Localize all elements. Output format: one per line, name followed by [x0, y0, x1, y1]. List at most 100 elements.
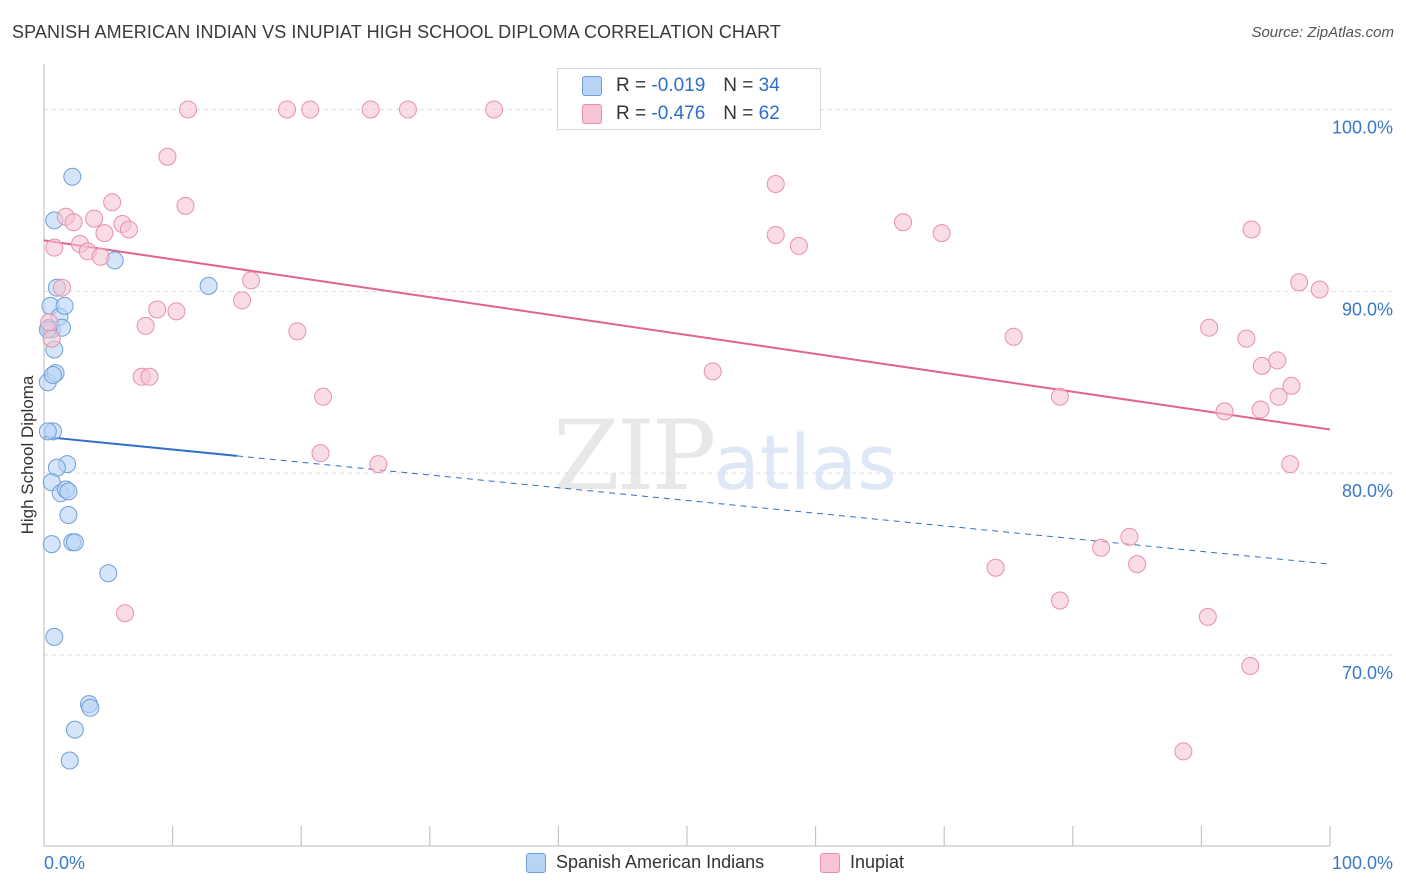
data-point-inupiat: [1050, 591, 1069, 610]
data-point-spanish-american-indians: [199, 276, 218, 295]
data-point-inupiat: [85, 209, 104, 228]
data-point-inupiat: [53, 278, 72, 297]
x-tick-label-right: 100.0%: [1332, 853, 1393, 873]
data-point-spanish-american-indians: [81, 698, 100, 717]
data-point-spanish-american-indians: [99, 564, 118, 583]
legend-item-spanish-american-indians: Spanish American Indians: [526, 852, 764, 873]
y-tick-label: 80.0%: [1342, 481, 1393, 501]
watermark-zip: ZIP: [553, 400, 716, 512]
legend-label: Inupiat: [850, 852, 905, 872]
data-point-inupiat: [1004, 327, 1023, 346]
data-point-inupiat: [233, 291, 252, 310]
stats-legend: R = -0.019 N = 34 R = -0.476 N = 62: [557, 68, 821, 130]
blue-swatch: [526, 852, 546, 873]
tick-labels: 100.0% 90.0% 80.0% 70.0% 0.0% 100.0%: [44, 117, 1393, 873]
data-point-inupiat: [1120, 527, 1139, 546]
data-point-inupiat: [116, 604, 135, 623]
data-point-inupiat: [1310, 280, 1329, 299]
data-point-inupiat: [789, 236, 808, 255]
stats-row-inupiat: R = -0.476 N = 62: [582, 102, 780, 126]
data-point-spanish-american-indians: [44, 365, 63, 384]
data-point-inupiat: [1128, 555, 1147, 574]
y-tick-label: 100.0%: [1332, 117, 1393, 137]
data-point-inupiat: [40, 313, 59, 332]
y-tick-label: 70.0%: [1342, 663, 1393, 683]
data-point-inupiat: [361, 100, 380, 119]
data-point-inupiat: [179, 100, 198, 119]
data-point-inupiat: [1251, 400, 1270, 419]
watermark-atlas: atlas: [713, 418, 897, 507]
blue-swatch: [582, 76, 602, 96]
data-point-inupiat: [288, 322, 307, 341]
data-point-inupiat: [158, 147, 177, 166]
data-point-inupiat: [1252, 356, 1271, 375]
source-label: Source: ZipAtlas.com: [1251, 24, 1394, 41]
legend-item-inupiat: Inupiat: [820, 852, 904, 873]
data-point-inupiat: [1241, 656, 1260, 675]
n-label: N =: [723, 103, 754, 124]
data-point-inupiat: [1268, 351, 1287, 370]
trend-line-spanish-american-indians-extended: [236, 455, 1331, 565]
data-point-inupiat: [1198, 607, 1217, 626]
data-point-inupiat: [485, 100, 504, 119]
data-point-inupiat: [136, 316, 155, 335]
data-point-inupiat: [140, 367, 159, 386]
r-value: -0.019: [651, 75, 706, 96]
x-tick-label-left: 0.0%: [44, 853, 85, 873]
data-point-inupiat: [398, 100, 417, 119]
pink-swatch: [582, 104, 602, 124]
data-point-inupiat: [1282, 376, 1301, 395]
data-point-spanish-american-indians: [59, 482, 78, 501]
n-label: N =: [723, 75, 754, 96]
data-point-inupiat: [91, 247, 110, 266]
data-point-inupiat: [766, 225, 785, 244]
data-point-inupiat: [45, 238, 64, 257]
data-point-inupiat: [103, 193, 122, 212]
data-point-spanish-american-indians: [38, 422, 57, 441]
stats-row-spanish-american-indians: R = -0.019 N = 34: [582, 74, 780, 98]
data-point-spanish-american-indians: [45, 627, 64, 646]
data-point-inupiat: [1290, 273, 1309, 292]
data-point-spanish-american-indians: [60, 751, 79, 770]
data-point-inupiat: [932, 224, 951, 243]
chart-title: SPANISH AMERICAN INDIAN VS INUPIAT HIGH …: [12, 22, 782, 42]
data-point-inupiat: [894, 213, 913, 232]
data-point-inupiat: [369, 455, 388, 474]
r-label: R =: [616, 103, 647, 124]
series-legend: Spanish American Indians Inupiat: [0, 852, 1406, 878]
data-point-inupiat: [176, 196, 195, 215]
data-point-inupiat: [42, 329, 61, 348]
data-point-inupiat: [703, 362, 722, 381]
data-point-inupiat: [314, 387, 333, 406]
data-point-inupiat: [1215, 402, 1234, 421]
data-point-spanish-american-indians: [65, 720, 84, 739]
data-point-inupiat: [242, 271, 261, 290]
data-point-spanish-american-indians: [63, 167, 82, 186]
data-point-inupiat: [1242, 220, 1261, 239]
trend-lines: [43, 239, 1331, 565]
data-point-inupiat: [986, 558, 1005, 577]
axes: [43, 64, 1331, 847]
r-label: R =: [616, 75, 647, 96]
y-tick-label: 90.0%: [1342, 299, 1393, 319]
n-value: 34: [758, 75, 780, 96]
data-point-inupiat: [301, 100, 320, 119]
data-point-inupiat: [119, 220, 138, 239]
r-value: -0.476: [651, 103, 706, 124]
data-point-inupiat: [1174, 742, 1193, 761]
watermark: ZIPatlas: [553, 400, 897, 512]
data-point-spanish-american-indians: [42, 535, 61, 554]
data-point-inupiat: [1269, 387, 1288, 406]
data-point-inupiat: [766, 175, 785, 194]
data-point-inupiat: [1281, 455, 1300, 474]
data-point-inupiat: [1237, 329, 1256, 348]
data-point-inupiat: [311, 444, 330, 463]
data-point-spanish-american-indians: [59, 506, 78, 525]
data-point-inupiat: [1050, 387, 1069, 406]
gridlines: [44, 108, 1392, 656]
data-point-inupiat: [1092, 538, 1111, 557]
data-point-spanish-american-indians: [55, 296, 74, 315]
pink-swatch: [820, 852, 840, 873]
legend-label: Spanish American Indians: [556, 852, 765, 872]
